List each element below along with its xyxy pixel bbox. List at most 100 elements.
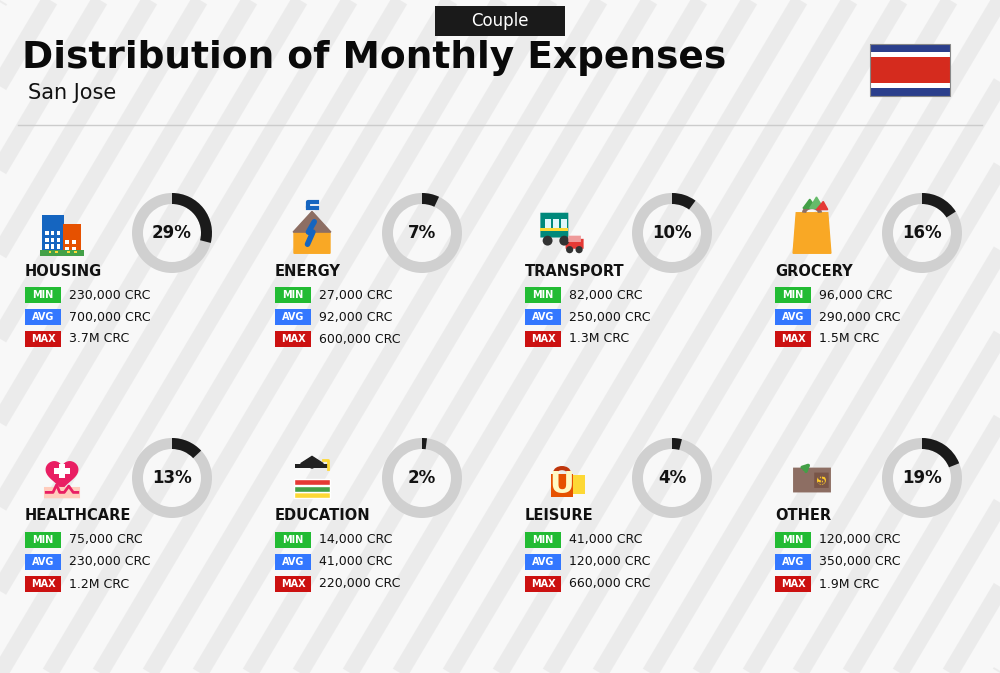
Text: 2%: 2% [408, 469, 436, 487]
Circle shape [559, 236, 569, 246]
FancyBboxPatch shape [294, 486, 330, 491]
Text: 1.9M CRC: 1.9M CRC [819, 577, 879, 590]
Text: 92,000 CRC: 92,000 CRC [319, 310, 392, 324]
FancyBboxPatch shape [525, 287, 561, 303]
FancyBboxPatch shape [51, 244, 54, 249]
Text: 350,000 CRC: 350,000 CRC [819, 555, 900, 569]
FancyBboxPatch shape [545, 219, 551, 229]
Text: AVG: AVG [32, 557, 54, 567]
Wedge shape [922, 193, 956, 217]
Text: EDUCATION: EDUCATION [275, 509, 371, 524]
Text: 1.2M CRC: 1.2M CRC [69, 577, 129, 590]
FancyBboxPatch shape [275, 287, 311, 303]
Text: U: U [550, 470, 574, 499]
FancyBboxPatch shape [65, 240, 69, 244]
FancyBboxPatch shape [57, 231, 60, 236]
Text: 1.3M CRC: 1.3M CRC [569, 332, 629, 345]
Text: 3.7M CRC: 3.7M CRC [69, 332, 129, 345]
Text: MIN: MIN [282, 290, 304, 300]
Wedge shape [382, 193, 462, 273]
FancyBboxPatch shape [525, 532, 561, 548]
Text: 75,000 CRC: 75,000 CRC [69, 534, 143, 546]
FancyBboxPatch shape [45, 238, 48, 242]
FancyBboxPatch shape [48, 250, 51, 253]
Text: MIN: MIN [532, 290, 554, 300]
FancyBboxPatch shape [54, 468, 70, 474]
FancyBboxPatch shape [25, 532, 61, 548]
Polygon shape [793, 213, 831, 253]
Text: Couple: Couple [471, 12, 529, 30]
Text: AVG: AVG [532, 312, 554, 322]
FancyBboxPatch shape [55, 250, 58, 253]
Text: 120,000 CRC: 120,000 CRC [819, 534, 900, 546]
FancyBboxPatch shape [294, 493, 330, 498]
FancyBboxPatch shape [870, 44, 950, 52]
FancyBboxPatch shape [775, 532, 811, 548]
Text: AVG: AVG [32, 312, 54, 322]
FancyBboxPatch shape [25, 554, 61, 570]
FancyBboxPatch shape [57, 244, 60, 249]
Text: MAX: MAX [31, 579, 55, 589]
FancyBboxPatch shape [775, 554, 811, 570]
FancyBboxPatch shape [275, 331, 311, 347]
Text: TRANSPORT: TRANSPORT [525, 264, 625, 279]
FancyBboxPatch shape [870, 83, 950, 88]
Text: 41,000 CRC: 41,000 CRC [319, 555, 392, 569]
Text: 230,000 CRC: 230,000 CRC [69, 555, 150, 569]
Wedge shape [922, 438, 959, 467]
Circle shape [817, 476, 826, 485]
FancyBboxPatch shape [275, 554, 311, 570]
Text: GROCERY: GROCERY [775, 264, 853, 279]
Polygon shape [816, 201, 828, 209]
FancyBboxPatch shape [25, 331, 61, 347]
Text: AVG: AVG [532, 557, 554, 567]
Polygon shape [301, 456, 323, 468]
FancyBboxPatch shape [40, 250, 84, 256]
FancyBboxPatch shape [525, 331, 561, 347]
Circle shape [576, 246, 583, 253]
Text: MAX: MAX [781, 334, 805, 344]
Wedge shape [632, 438, 712, 518]
FancyBboxPatch shape [570, 475, 584, 494]
Wedge shape [632, 193, 712, 273]
FancyBboxPatch shape [435, 6, 565, 36]
FancyBboxPatch shape [51, 238, 54, 242]
Wedge shape [172, 193, 212, 243]
Text: 13%: 13% [152, 469, 192, 487]
Wedge shape [422, 438, 427, 450]
Text: MAX: MAX [531, 579, 555, 589]
Text: $: $ [817, 474, 826, 487]
Circle shape [543, 236, 553, 246]
Text: 96,000 CRC: 96,000 CRC [819, 289, 892, 302]
FancyBboxPatch shape [775, 287, 811, 303]
Text: 14,000 CRC: 14,000 CRC [319, 534, 392, 546]
FancyBboxPatch shape [775, 331, 811, 347]
FancyBboxPatch shape [67, 250, 70, 253]
Text: MAX: MAX [31, 334, 55, 344]
Text: MAX: MAX [531, 334, 555, 344]
FancyBboxPatch shape [74, 250, 77, 253]
FancyBboxPatch shape [275, 309, 311, 325]
Text: MIN: MIN [782, 535, 804, 545]
Text: 7%: 7% [408, 224, 436, 242]
FancyBboxPatch shape [540, 227, 568, 231]
FancyBboxPatch shape [525, 554, 561, 570]
FancyBboxPatch shape [72, 240, 76, 244]
Text: OTHER: OTHER [775, 509, 831, 524]
Text: 700,000 CRC: 700,000 CRC [69, 310, 151, 324]
FancyBboxPatch shape [57, 238, 60, 242]
Polygon shape [294, 213, 330, 253]
Text: San Jose: San Jose [28, 83, 116, 103]
FancyBboxPatch shape [775, 576, 811, 592]
Polygon shape [810, 197, 823, 208]
Text: MIN: MIN [32, 290, 54, 300]
FancyBboxPatch shape [525, 576, 561, 592]
FancyBboxPatch shape [295, 464, 329, 468]
FancyBboxPatch shape [870, 57, 950, 83]
Text: 660,000 CRC: 660,000 CRC [569, 577, 650, 590]
Text: 220,000 CRC: 220,000 CRC [319, 577, 400, 590]
FancyBboxPatch shape [294, 479, 330, 485]
Text: 41,000 CRC: 41,000 CRC [569, 534, 642, 546]
FancyBboxPatch shape [51, 231, 54, 236]
FancyBboxPatch shape [59, 464, 65, 478]
